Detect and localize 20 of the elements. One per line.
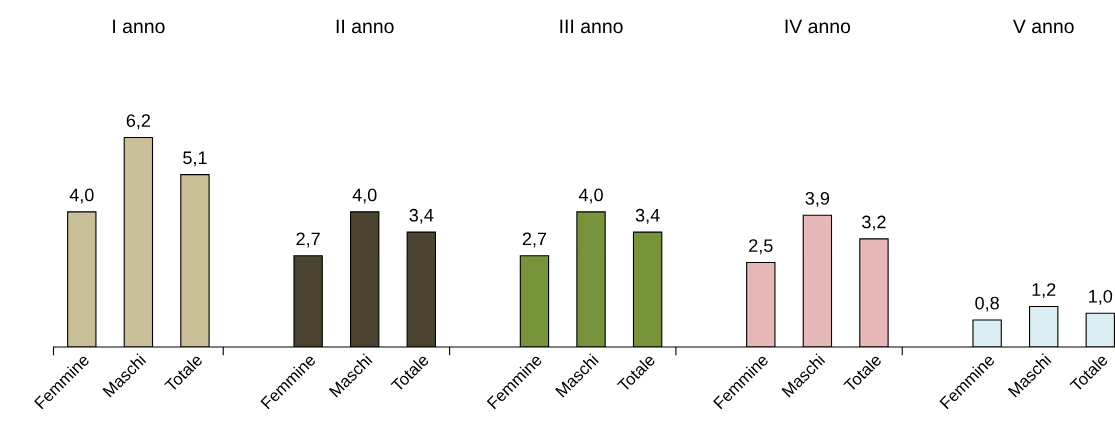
- text: I anno: [113, 19, 165, 34]
- text: II anno: [336, 19, 394, 34]
- data-label: 2,7: [522, 232, 547, 248]
- data-label: 4,0: [352, 188, 377, 204]
- text: III anno: [560, 19, 623, 34]
- data-label: 3,2: [862, 215, 886, 231]
- data-label: 3,9: [805, 191, 830, 207]
- data-label: 4,0: [578, 188, 603, 204]
- data-label: 2,5: [749, 239, 773, 255]
- data-label: 6,2: [126, 114, 151, 130]
- data-label: 3,4: [635, 208, 660, 224]
- text: V anno: [1012, 19, 1074, 34]
- data-label: 4,0: [69, 188, 94, 204]
- data-label: 2,7: [296, 232, 320, 248]
- data-label: 1,2: [1032, 283, 1056, 299]
- data-label: 0,8: [975, 296, 999, 312]
- data-label: 3,4: [409, 208, 434, 224]
- data-label: 1,0: [1089, 289, 1113, 305]
- data-label: 5,1: [183, 151, 207, 167]
- text: IV anno: [785, 19, 851, 34]
